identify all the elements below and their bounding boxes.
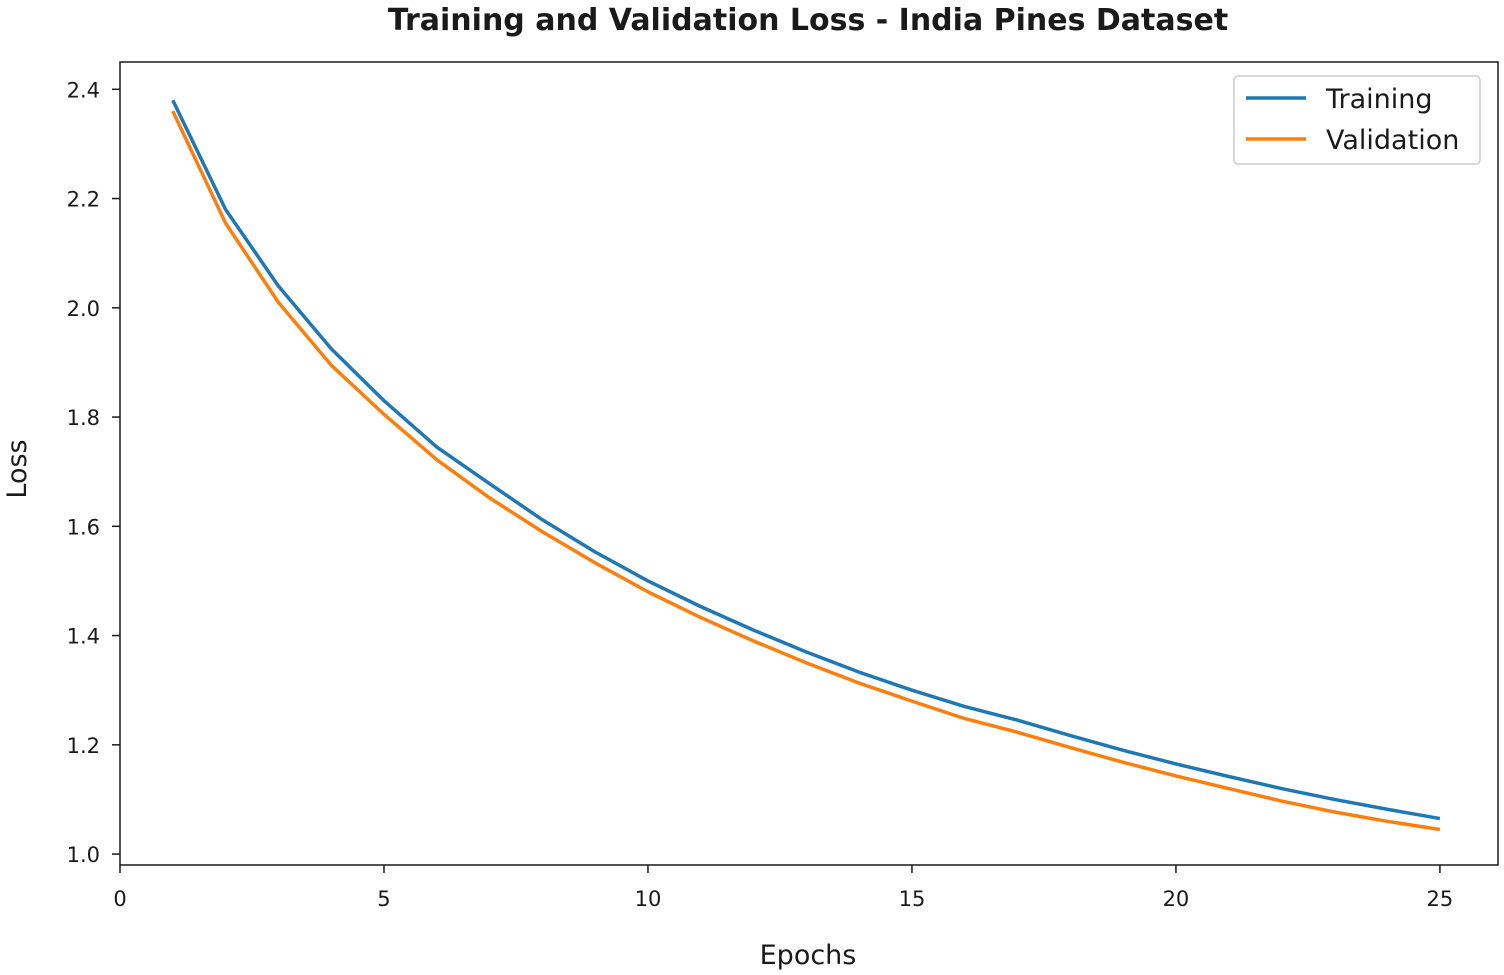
x-tick-label: 10 xyxy=(635,887,662,911)
y-tick-label: 1.4 xyxy=(67,625,100,649)
x-tick-label: 15 xyxy=(899,887,926,911)
series-line-validation xyxy=(171,110,1441,832)
x-axis: 0 5 10 15 20 25 xyxy=(113,865,1453,911)
y-tick-label: 1.6 xyxy=(67,515,100,539)
series-line-training xyxy=(171,99,1441,821)
y-tick-label: 2.0 xyxy=(67,297,100,321)
chart-title: Training and Validation Loss - India Pin… xyxy=(388,3,1228,38)
legend: Training Validation xyxy=(1233,75,1481,165)
y-axis-label: Loss xyxy=(2,439,33,498)
legend-validation-label: Validation xyxy=(1326,125,1459,156)
plot-area xyxy=(119,61,1499,866)
y-tick-label: 1.0 xyxy=(67,843,100,867)
y-tick-label: 1.2 xyxy=(67,734,100,758)
y-tick-label: 1.8 xyxy=(67,406,100,430)
x-tick-label: 25 xyxy=(1427,887,1454,911)
x-tick-label: 0 xyxy=(113,887,126,911)
x-tick-label: 5 xyxy=(377,887,390,911)
series-lines xyxy=(171,99,1441,832)
x-tick-label: 20 xyxy=(1163,887,1190,911)
y-tick-label: 2.2 xyxy=(67,188,100,212)
y-tick-label: 2.4 xyxy=(67,78,100,102)
plot-frame xyxy=(119,61,1499,866)
x-axis-label: Epochs xyxy=(760,940,857,971)
y-axis: 1.0 1.2 1.4 1.6 1.8 2.0 2.2 2.4 xyxy=(67,78,120,867)
legend-training-label: Training xyxy=(1325,84,1433,115)
